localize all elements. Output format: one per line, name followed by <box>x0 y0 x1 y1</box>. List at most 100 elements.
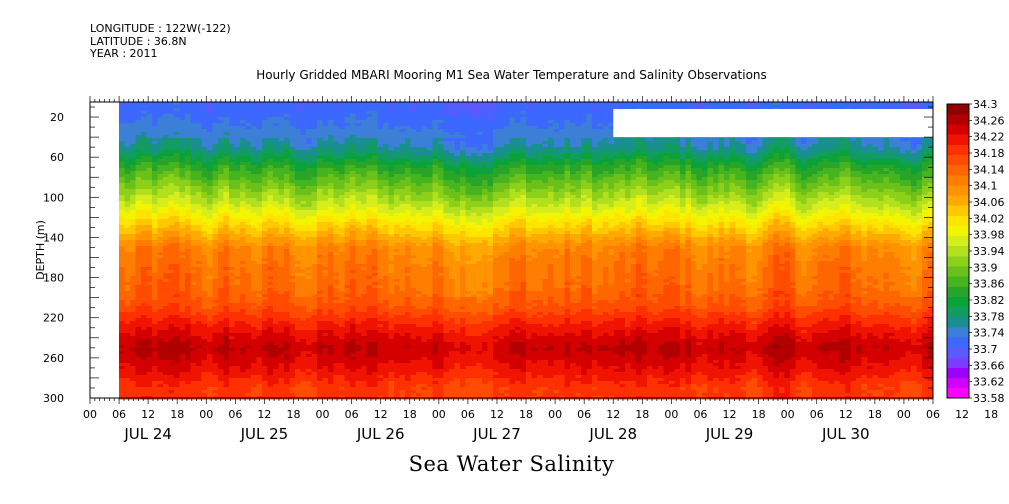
heatmap-cell <box>234 387 241 391</box>
heatmap-cell <box>157 387 164 391</box>
heatmap-cell <box>223 318 230 322</box>
heatmap-cell <box>278 306 285 310</box>
heatmap-cell <box>168 195 175 199</box>
heatmap-cell <box>284 120 291 124</box>
heatmap-cell <box>234 240 241 244</box>
heatmap-cell <box>201 183 208 187</box>
heatmap-cell <box>124 213 131 217</box>
heatmap-cell <box>240 282 247 286</box>
heatmap-cell <box>201 159 208 163</box>
heatmap-cell <box>130 276 137 280</box>
heatmap-cell <box>212 261 219 265</box>
heatmap-cell <box>152 228 159 232</box>
heatmap-cell <box>185 387 192 391</box>
heatmap-cell <box>174 393 181 397</box>
heatmap-cell <box>223 126 230 130</box>
heatmap-cell <box>201 162 208 166</box>
heatmap-cell <box>273 153 280 157</box>
heatmap-cell <box>201 303 208 307</box>
heatmap-cell <box>179 243 186 247</box>
heatmap-cell <box>163 276 170 280</box>
heatmap-cell <box>229 105 236 109</box>
heatmap-cell <box>251 357 258 361</box>
heatmap-cell <box>207 246 214 250</box>
heatmap-cell <box>223 186 230 190</box>
heatmap-cell <box>207 138 214 142</box>
heatmap-cell <box>278 348 285 352</box>
heatmap-cell <box>119 330 126 334</box>
heatmap-cell <box>245 210 252 214</box>
heatmap-cell <box>135 270 142 274</box>
heatmap-cell <box>234 321 241 325</box>
heatmap-cell <box>130 246 137 250</box>
heatmap-cell <box>267 291 274 295</box>
heatmap-cell <box>234 162 241 166</box>
heatmap-cell <box>124 126 131 130</box>
heatmap-cell <box>223 153 230 157</box>
heatmap-cell <box>168 177 175 181</box>
heatmap-cell <box>223 246 230 250</box>
heatmap-cell <box>234 315 241 319</box>
heatmap-cell <box>234 210 241 214</box>
heatmap-cell <box>179 306 186 310</box>
heatmap-cell <box>229 312 236 316</box>
heatmap-cell <box>146 237 153 241</box>
heatmap-cell <box>229 282 236 286</box>
heatmap-cell <box>284 105 291 109</box>
heatmap-cell <box>179 345 186 349</box>
heatmap-cell <box>223 270 230 274</box>
heatmap-cell <box>273 327 280 331</box>
heatmap-cell <box>201 255 208 259</box>
heatmap-cell <box>141 351 148 355</box>
heatmap-cell <box>212 123 219 127</box>
heatmap-cell <box>135 267 142 271</box>
heatmap-cell <box>251 342 258 346</box>
heatmap-cell <box>152 309 159 313</box>
heatmap-cell <box>196 342 203 346</box>
heatmap-cell <box>124 309 131 313</box>
heatmap-cell <box>212 168 219 172</box>
heatmap-cell <box>262 162 269 166</box>
heatmap-cell <box>190 105 197 109</box>
heatmap-cell <box>163 381 170 385</box>
heatmap-cell <box>135 141 142 145</box>
heatmap-cell <box>273 285 280 289</box>
heatmap-cell <box>196 159 203 163</box>
heatmap-cell <box>141 318 148 322</box>
heatmap-cell <box>174 372 181 376</box>
heatmap-cell <box>196 111 203 115</box>
heatmap-cell <box>245 195 252 199</box>
heatmap-cell <box>152 108 159 112</box>
heatmap-cell <box>240 138 247 142</box>
heatmap-cell <box>174 264 181 268</box>
heatmap-cell <box>234 249 241 253</box>
heatmap-cell <box>146 372 153 376</box>
heatmap-cell <box>130 102 137 106</box>
heatmap-cell <box>130 267 137 271</box>
heatmap-cell <box>141 345 148 349</box>
heatmap-cell <box>124 351 131 355</box>
heatmap-cell <box>163 279 170 283</box>
heatmap-cell <box>223 228 230 232</box>
heatmap-cell <box>273 273 280 277</box>
heatmap-cell <box>234 369 241 373</box>
heatmap-cell <box>141 105 148 109</box>
heatmap-cell <box>267 309 274 313</box>
heatmap-cell <box>212 384 219 388</box>
heatmap-cell <box>251 312 258 316</box>
heatmap-cell <box>168 129 175 133</box>
heatmap-cell <box>135 342 142 346</box>
heatmap-cell <box>218 150 225 154</box>
heatmap-cell <box>119 201 126 205</box>
heatmap-cell <box>223 147 230 151</box>
heatmap-cell <box>262 327 269 331</box>
heatmap-cell <box>146 201 153 205</box>
heatmap-cell <box>251 204 258 208</box>
heatmap-cell <box>256 192 263 196</box>
heatmap-cell <box>196 135 203 139</box>
heatmap-cell <box>256 159 263 163</box>
heatmap-cell <box>135 336 142 340</box>
heatmap-cell <box>124 393 131 397</box>
heatmap-cell <box>278 336 285 340</box>
heatmap-cell <box>130 219 137 223</box>
